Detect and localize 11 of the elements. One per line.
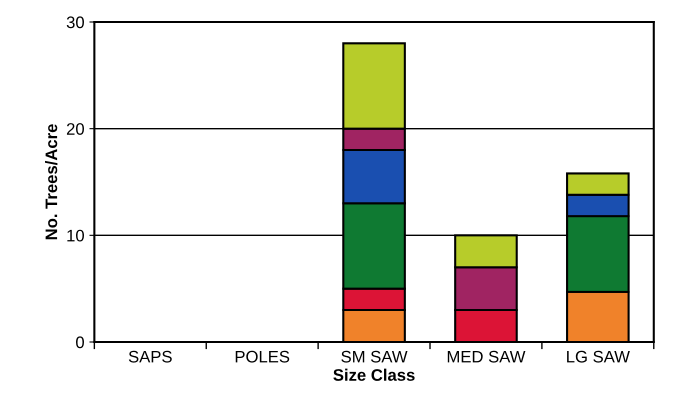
x-tick-label: MED SAW (448, 350, 526, 363)
y-axis-title: No. Trees/Acre (45, 124, 58, 240)
y-tick-label: 10 (67, 230, 84, 242)
y-tick-label: 20 (66, 123, 84, 135)
y-tick-label: 30 (66, 16, 84, 28)
x-tick-label: SAPS (128, 350, 172, 363)
x-axis-title: Size Class (333, 368, 415, 381)
x-tick-label: SM SAW (341, 350, 408, 363)
x-tick-label: POLES (236, 350, 290, 363)
y-tick-label: 0 (76, 336, 84, 348)
x-tick-label: LG SAW (567, 350, 630, 363)
